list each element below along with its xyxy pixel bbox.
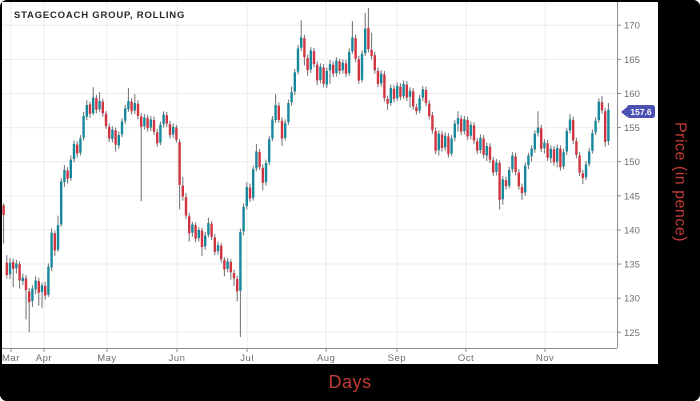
svg-text:Apr: Apr — [36, 353, 52, 364]
svg-text:135: 135 — [624, 260, 640, 271]
chart-title: STAGECOACH GROUP, ROLLING — [14, 10, 186, 21]
svg-text:Jul: Jul — [240, 353, 254, 364]
svg-text:125: 125 — [624, 328, 640, 339]
x-axis-title: Days — [328, 372, 372, 392]
svg-text:Jun: Jun — [169, 353, 186, 364]
svg-text:Aug: Aug — [317, 353, 335, 364]
svg-text:Oct: Oct — [458, 353, 474, 364]
svg-text:150: 150 — [624, 157, 640, 168]
svg-text:145: 145 — [624, 191, 640, 202]
svg-text:165: 165 — [624, 55, 640, 66]
y-axis-title: Price (in pence) — [671, 121, 689, 243]
svg-text:170: 170 — [624, 21, 640, 32]
svg-text:160: 160 — [624, 89, 640, 100]
y-axis-title-band: Price (in pence) — [659, 0, 700, 364]
svg-text:Sep: Sep — [388, 353, 406, 364]
svg-text:Mar: Mar — [2, 353, 20, 364]
chart-panel: Mar Apr May Jun Jul Aug Sep Oct Nov 125 130 135 140 1… — [2, 2, 658, 364]
svg-text:May: May — [97, 353, 116, 364]
x-axis-title-band: Days — [0, 364, 700, 401]
svg-text:140: 140 — [624, 225, 640, 236]
svg-text:Nov: Nov — [536, 353, 554, 364]
svg-text:130: 130 — [624, 294, 640, 305]
last-price-value: 157.6 — [630, 106, 652, 117]
svg-text:155: 155 — [624, 123, 640, 134]
last-price-badge: 157.6 — [627, 105, 655, 118]
candlestick-chart: Mar Apr May Jun Jul Aug Sep Oct Nov 125 130 135 140 1… — [2, 2, 640, 364]
